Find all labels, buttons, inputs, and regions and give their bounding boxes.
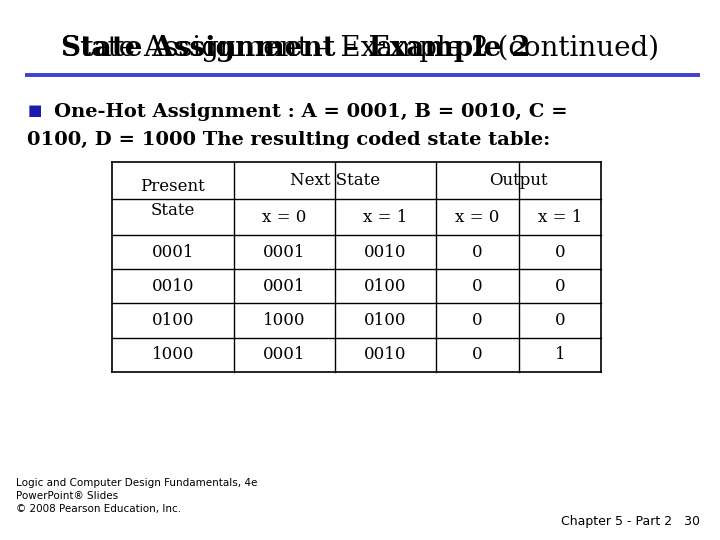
Text: One-Hot Assignment : A = 0001, B = 0010, C =: One-Hot Assignment : A = 0001, B = 0010,… <box>54 103 567 120</box>
Text: 0: 0 <box>554 278 565 295</box>
Text: State Assignment – Example 2 (continued): State Assignment – Example 2 (continued) <box>61 35 659 63</box>
Text: x = 1: x = 1 <box>538 208 582 226</box>
Text: Output: Output <box>490 172 548 189</box>
Text: 0100: 0100 <box>364 312 407 329</box>
Text: 1: 1 <box>554 346 565 363</box>
Text: 0010: 0010 <box>364 244 407 261</box>
Text: 0: 0 <box>472 346 482 363</box>
Text: 0001: 0001 <box>264 244 306 261</box>
Text: 0001: 0001 <box>264 278 306 295</box>
Text: x = 0: x = 0 <box>262 208 307 226</box>
Text: 0: 0 <box>554 312 565 329</box>
Text: 0100: 0100 <box>364 278 407 295</box>
Text: ■: ■ <box>27 103 42 118</box>
Text: Chapter 5 - Part 2   30: Chapter 5 - Part 2 30 <box>561 515 700 528</box>
Text: 0100: 0100 <box>151 312 194 329</box>
Text: 0: 0 <box>554 244 565 261</box>
Text: 1000: 1000 <box>264 312 306 329</box>
Text: Next State: Next State <box>290 172 380 189</box>
Text: 0: 0 <box>472 312 482 329</box>
Text: x = 0: x = 0 <box>455 208 500 226</box>
Text: 1000: 1000 <box>151 346 194 363</box>
Text: 0: 0 <box>472 244 482 261</box>
Text: Present
State: Present State <box>140 179 205 219</box>
Text: 0001: 0001 <box>151 244 194 261</box>
Text: 0001: 0001 <box>264 346 306 363</box>
Text: x = 1: x = 1 <box>364 208 408 226</box>
Text: 0100, D = 1000 The resulting coded state table:: 0100, D = 1000 The resulting coded state… <box>27 131 550 149</box>
Text: State Assignment – Example 2: State Assignment – Example 2 <box>61 35 531 62</box>
Text: 0010: 0010 <box>364 346 407 363</box>
Text: 0: 0 <box>472 278 482 295</box>
Text: Logic and Computer Design Fundamentals, 4e
PowerPoint® Slides
© 2008 Pearson Edu: Logic and Computer Design Fundamentals, … <box>16 478 257 514</box>
Text: 0010: 0010 <box>151 278 194 295</box>
